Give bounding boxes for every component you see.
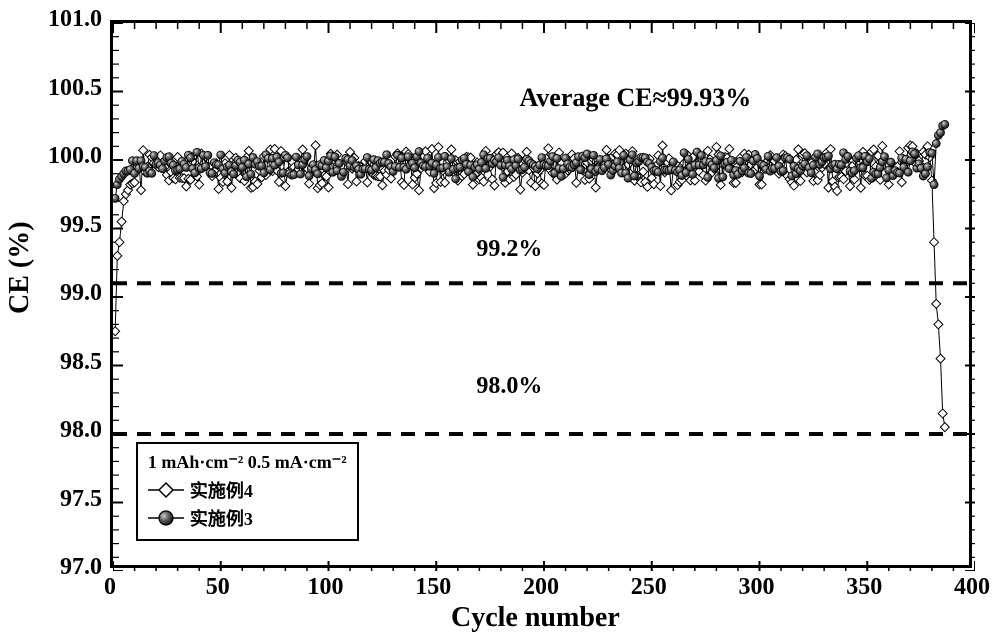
y-tick-label: 98.5: [60, 349, 102, 376]
y-tick-label: 100.0: [48, 143, 102, 170]
x-tick-label: 100: [306, 574, 346, 601]
legend-label: 实施例4: [190, 477, 253, 503]
y-axis-label: CE (%): [4, 274, 36, 314]
legend-item: 实施例4: [148, 477, 347, 503]
x-axis-label: Cycle number: [451, 602, 620, 634]
y-tick-label: 101.0: [48, 6, 102, 33]
x-tick-label: 250: [629, 574, 669, 601]
legend-condition: 1 mAh·cm⁻² 0.5 mA·cm⁻²: [148, 452, 347, 473]
x-tick-label: 200: [521, 574, 561, 601]
y-tick-label: 97.5: [60, 486, 102, 513]
legend: 1 mAh·cm⁻² 0.5 mA·cm⁻² 实施例4: [136, 442, 359, 541]
legend-label: 实施例3: [190, 505, 253, 531]
chart-container: CE (%) Cycle number 1 mAh·cm⁻² 0.5 mA·cm…: [0, 0, 1000, 634]
y-tick-label: 97.0: [60, 554, 102, 581]
legend-marker-diamond: [148, 483, 184, 497]
x-tick-label: 400: [952, 574, 992, 601]
x-tick-label: 50: [198, 574, 238, 601]
annotation: 98.0%: [476, 373, 542, 400]
x-tick-label: 150: [413, 574, 453, 601]
annotation: Average CE≈99.93%: [519, 83, 751, 113]
y-tick-label: 100.5: [48, 75, 102, 102]
legend-item: 实施例3: [148, 505, 347, 531]
y-tick-label: 98.0: [60, 417, 102, 444]
y-tick-label: 99.5: [60, 212, 102, 239]
annotation: 99.2%: [476, 236, 542, 263]
legend-marker-circle: [148, 511, 184, 525]
legend-condition-text: 1 mAh·cm⁻² 0.5 mA·cm⁻²: [148, 452, 347, 473]
x-tick-label: 350: [844, 574, 884, 601]
x-tick-label: 300: [737, 574, 777, 601]
y-tick-label: 99.0: [60, 280, 102, 307]
